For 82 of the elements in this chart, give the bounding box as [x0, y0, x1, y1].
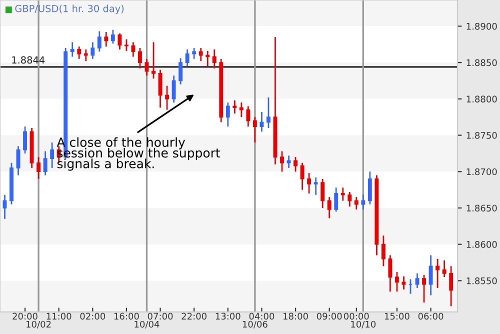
candlestick — [77, 46, 82, 60]
candlestick — [118, 32, 122, 50]
x-tick-label: 02:00 — [80, 312, 106, 320]
candlestick — [104, 31, 108, 48]
candlestick — [449, 265, 454, 307]
y-tick-label: 1.8700 — [466, 168, 497, 176]
candlestick — [212, 48, 216, 70]
x-tick-label: 15:00 — [384, 312, 410, 320]
y-tick-label: 1.8750 — [466, 132, 497, 139]
candlestick — [232, 100, 237, 114]
candlestick — [307, 172, 312, 194]
x-tick-label: 10/04 — [134, 320, 160, 328]
candlestick — [442, 260, 446, 278]
candlestick — [252, 116, 257, 144]
candlestick — [138, 47, 142, 70]
candlestick — [294, 156, 298, 172]
candlestick — [185, 48, 190, 67]
candlestick — [348, 191, 352, 208]
candlestick — [226, 102, 230, 128]
x-tick-label: 18:00 — [284, 312, 308, 320]
x-tick-label: 10/02 — [26, 320, 51, 328]
ref-line-label: 1.8844 — [12, 56, 45, 64]
x-tick-label: 10/06 — [242, 320, 268, 328]
x-tick-label: 22:00 — [182, 312, 206, 320]
candlestick — [266, 96, 270, 129]
x-tick-label: 09:00 — [316, 312, 342, 320]
candlestick — [84, 48, 88, 62]
candlestick — [192, 47, 196, 60]
candlestick — [314, 176, 318, 196]
candlestick — [320, 178, 325, 209]
candlestick — [368, 170, 372, 206]
candlestick — [16, 145, 20, 176]
candlestick — [395, 271, 399, 292]
candlestick — [206, 50, 210, 67]
candlestick — [144, 58, 149, 76]
y-tick-label: 1.8900 — [466, 22, 497, 30]
candlestick — [422, 274, 426, 304]
candlestick — [300, 162, 304, 190]
candlestick — [436, 258, 440, 289]
x-tick-label: 06:00 — [418, 312, 444, 320]
candlestick — [354, 196, 358, 210]
candlestick — [97, 30, 102, 52]
y-tick-label: 1.8550 — [466, 277, 497, 284]
x-tick-label: 11:00 — [46, 312, 72, 320]
candlestick — [178, 57, 183, 86]
x-tick-label: 10/10 — [351, 320, 376, 328]
candlestick — [361, 194, 366, 210]
candlestick — [165, 85, 170, 110]
y-tick-label: 1.8650 — [466, 204, 497, 212]
x-tick-label: 20:00 — [12, 312, 38, 320]
candlestick — [340, 186, 345, 202]
candlestick — [428, 254, 433, 296]
candlestick — [36, 156, 41, 180]
candlestick — [381, 234, 386, 267]
candlestick — [260, 111, 264, 132]
candlestick — [327, 196, 332, 219]
candlestick — [90, 41, 95, 60]
candlestick — [70, 41, 74, 58]
y-tick-label: 1.8800 — [466, 96, 497, 102]
candlestick — [43, 150, 48, 176]
candlestick — [280, 150, 284, 172]
candlestick — [286, 154, 291, 169]
x-tick-label: 07:00 — [148, 312, 173, 320]
x-tick-label: 00:00 — [344, 312, 369, 320]
candlestick — [402, 276, 406, 290]
candlestick — [50, 142, 54, 169]
y-tick-label: 1.8850 — [466, 59, 497, 66]
x-tick-label: 04:00 — [249, 312, 274, 320]
candlestick — [198, 47, 203, 62]
candlestick — [246, 105, 250, 128]
candlestick — [2, 194, 7, 220]
candlestick — [152, 41, 156, 80]
y-tick-label: 1.8600 — [466, 241, 497, 248]
x-tick-label: 16:00 — [114, 312, 139, 320]
candlestick — [388, 254, 392, 292]
candlestick — [110, 29, 115, 44]
candlestick — [172, 74, 176, 104]
candlestick — [124, 38, 128, 52]
candlestick — [23, 126, 27, 154]
candlestick — [334, 186, 338, 212]
candlestick — [239, 102, 244, 118]
x-tick-label: 13:00 — [216, 312, 240, 320]
